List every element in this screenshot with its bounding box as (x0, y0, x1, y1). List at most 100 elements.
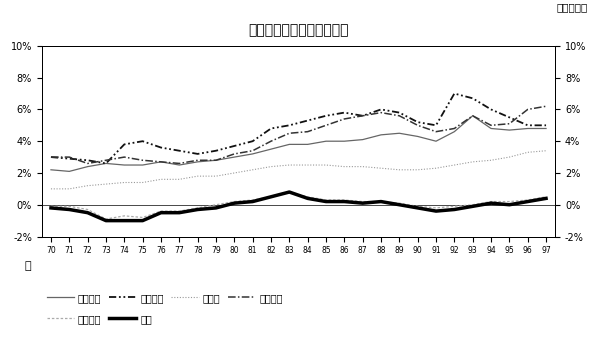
イタリア (506, 199, 513, 204)
イタリア (121, 214, 128, 218)
ドイツ (84, 184, 91, 188)
フランス (396, 114, 403, 118)
イタリア (524, 198, 531, 202)
イギリス (377, 133, 384, 137)
イタリア (451, 204, 458, 208)
アメリカ (341, 110, 348, 115)
ドイツ (469, 160, 476, 164)
イギリス (469, 114, 476, 118)
ドイツ (139, 180, 146, 185)
Line: ドイツ: ドイツ (51, 151, 546, 189)
イタリア (396, 201, 403, 205)
イギリス (524, 126, 531, 131)
日本 (84, 210, 91, 215)
フランス (414, 123, 421, 127)
ドイツ (47, 187, 54, 191)
Text: （図表２）: （図表２） (557, 2, 588, 12)
日本 (194, 208, 201, 212)
イタリア (359, 199, 367, 204)
イタリア (66, 204, 73, 208)
アメリカ (451, 91, 458, 96)
ドイツ (506, 155, 513, 159)
ドイツ (230, 171, 238, 175)
イギリス (543, 126, 550, 131)
イギリス (66, 169, 73, 174)
アメリカ (102, 161, 109, 166)
フランス (487, 123, 494, 127)
ドイツ (304, 163, 311, 167)
日本 (158, 210, 165, 215)
日本 (487, 201, 494, 205)
日本 (543, 196, 550, 201)
日本 (66, 208, 73, 212)
フランス (249, 149, 256, 153)
イタリア (341, 198, 348, 202)
フランス (176, 161, 183, 166)
フランス (304, 130, 311, 134)
X-axis label: 年: 年 (24, 261, 30, 271)
フランス (451, 126, 458, 131)
イタリア (543, 195, 550, 199)
アメリカ (213, 149, 220, 153)
ドイツ (194, 174, 201, 178)
日本 (506, 203, 513, 207)
アメリカ (267, 126, 275, 131)
ドイツ (158, 177, 165, 181)
ドイツ (341, 164, 348, 169)
日本 (267, 195, 275, 199)
イタリア (249, 198, 256, 202)
イギリス (286, 142, 293, 146)
イタリア (102, 217, 109, 221)
ドイツ (359, 164, 367, 169)
フランス (230, 152, 238, 156)
アメリカ (121, 142, 128, 146)
イタリア (139, 215, 146, 220)
日本 (396, 203, 403, 207)
アメリカ (359, 114, 367, 118)
イギリス (487, 126, 494, 131)
イギリス (102, 161, 109, 166)
イタリア (487, 199, 494, 204)
アメリカ (322, 114, 330, 118)
アメリカ (396, 110, 403, 115)
イタリア (469, 203, 476, 207)
フランス (341, 117, 348, 121)
アメリカ (66, 156, 73, 161)
ドイツ (451, 163, 458, 167)
フランス (194, 158, 201, 162)
イギリス (139, 163, 146, 167)
日本 (286, 190, 293, 194)
ドイツ (249, 168, 256, 172)
イタリア (158, 209, 165, 213)
アメリカ (139, 139, 146, 143)
Legend: イタリア, 日本: イタリア, 日本 (47, 314, 152, 324)
アメリカ (414, 120, 421, 124)
イタリア (213, 203, 220, 207)
フランス (121, 155, 128, 159)
イタリア (230, 199, 238, 204)
日本 (102, 219, 109, 223)
アメリカ (432, 123, 439, 127)
アメリカ (249, 139, 256, 143)
イタリア (414, 204, 421, 208)
イギリス (341, 139, 348, 143)
イタリア (322, 198, 330, 202)
アメリカ (506, 115, 513, 119)
日本 (304, 196, 311, 201)
アメリカ (304, 119, 311, 123)
イギリス (506, 128, 513, 132)
アメリカ (487, 107, 494, 112)
アメリカ (194, 152, 201, 156)
ドイツ (487, 158, 494, 162)
イタリア (176, 209, 183, 213)
ドイツ (377, 166, 384, 170)
イギリス (158, 160, 165, 164)
イギリス (322, 139, 330, 143)
ドイツ (432, 166, 439, 170)
イギリス (194, 160, 201, 164)
イギリス (47, 168, 54, 172)
ドイツ (286, 163, 293, 167)
日本 (230, 201, 238, 205)
イタリア (286, 190, 293, 194)
日本 (176, 210, 183, 215)
